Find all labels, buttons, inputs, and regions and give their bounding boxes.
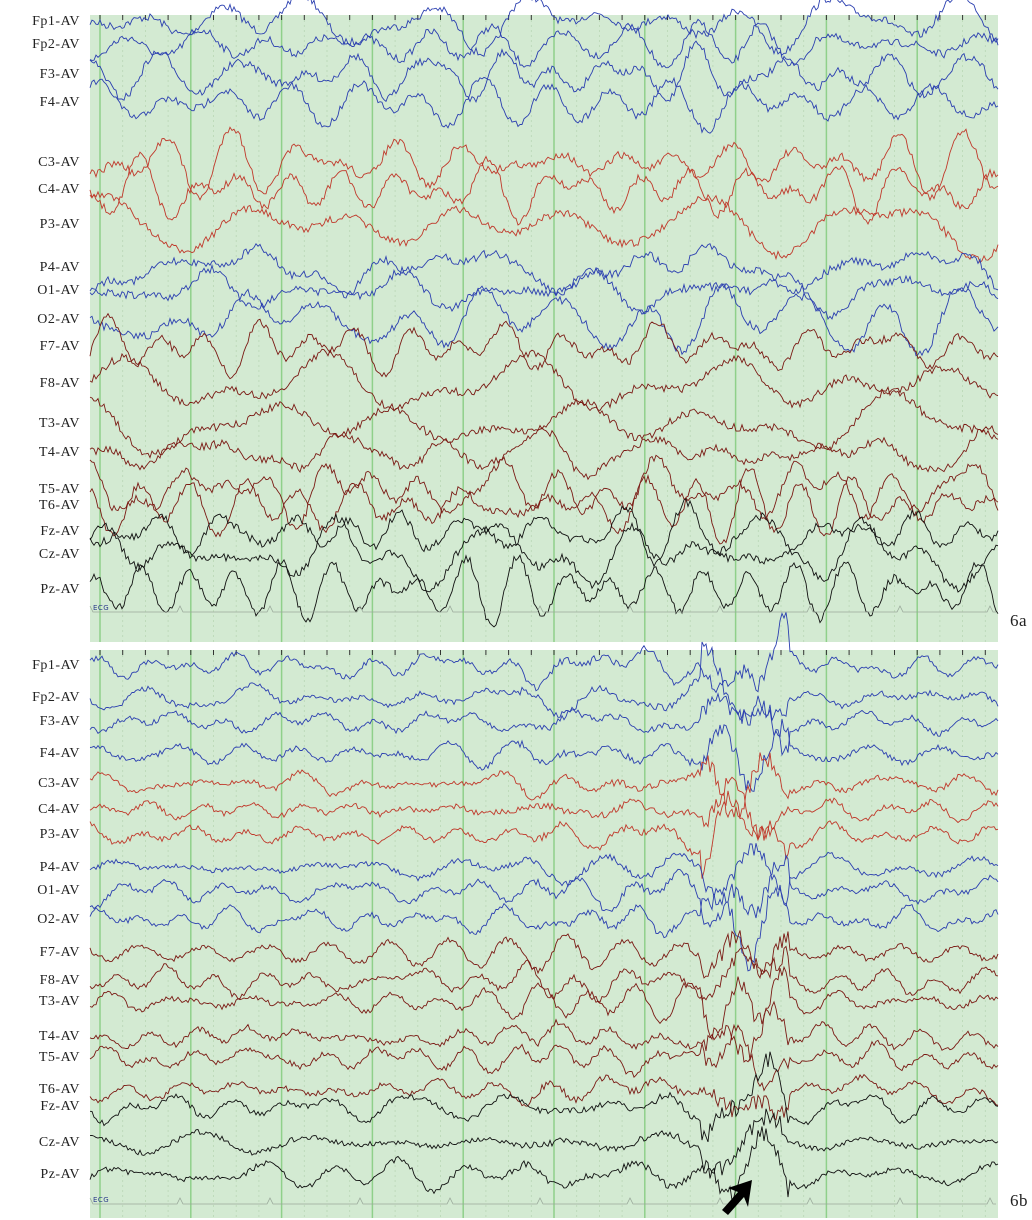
channel-label: T5-AV — [39, 482, 80, 497]
eeg-trace — [89, 776, 999, 841]
channel-label: T3-AV — [39, 416, 80, 431]
eeg-trace — [89, 1000, 999, 1063]
channel-label: P3-AV — [40, 827, 80, 842]
eeg-trace — [89, 554, 999, 628]
eeg-trace — [89, 1126, 999, 1202]
eeg-trace — [89, 612, 999, 694]
eeg-trace — [89, 76, 999, 134]
channel-label: O1-AV — [37, 283, 80, 298]
channel-label: Fp2-AV — [32, 37, 80, 52]
eeg-trace — [89, 126, 999, 202]
eeg-trace — [89, 151, 999, 226]
eeg-trace — [89, 18, 999, 69]
eeg-trace — [89, 498, 999, 568]
channel-label: Cz-AV — [39, 547, 80, 562]
panel-label: 6a — [1010, 611, 1027, 630]
channel-label: Pz-AV — [40, 582, 80, 597]
arrow — [722, 1180, 752, 1215]
eeg-trace — [89, 243, 999, 299]
channel-label: O2-AV — [37, 912, 80, 927]
ecg-label: ECG — [93, 1196, 109, 1204]
channel-label: F3-AV — [40, 67, 80, 82]
eeg-trace — [89, 467, 999, 545]
channel-label: F4-AV — [40, 95, 80, 110]
eeg-trace — [89, 692, 999, 757]
eeg-trace — [89, 854, 999, 928]
eeg-trace — [89, 965, 999, 1041]
eeg-trace — [89, 641, 999, 726]
eeg-trace — [89, 930, 999, 979]
channel-label: T3-AV — [39, 994, 80, 1009]
channel-label: O2-AV — [37, 312, 80, 327]
channel-label: Cz-AV — [39, 1135, 80, 1150]
eeg-trace — [89, 843, 999, 907]
eeg-trace — [89, 1108, 999, 1176]
panel-label: 6b — [1010, 1191, 1028, 1210]
ecg-label: ECG — [93, 604, 109, 612]
ecg-trace — [89, 1197, 996, 1205]
channel-label: T5-AV — [39, 1050, 80, 1065]
channel-label: Fp2-AV — [32, 690, 80, 705]
eeg-trace — [89, 312, 999, 380]
channel-label: Fz-AV — [40, 1099, 80, 1114]
channel-label: Pz-AV — [40, 1167, 80, 1182]
eeg-trace — [89, 425, 999, 481]
channel-label: F3-AV — [40, 714, 80, 729]
channel-label: Fp1-AV — [32, 14, 80, 29]
channel-label: Fp1-AV — [32, 658, 80, 673]
eeg-trace — [89, 790, 999, 879]
eeg-trace — [89, 386, 999, 459]
channel-label: O1-AV — [37, 883, 80, 898]
channel-label: F7-AV — [40, 339, 80, 354]
channel-label: P4-AV — [40, 260, 80, 275]
eeg-trace — [89, 1051, 999, 1143]
channel-label: T6-AV — [39, 1082, 80, 1097]
channel-label: C3-AV — [38, 776, 80, 791]
channel-label: C4-AV — [38, 182, 80, 197]
panel-background — [90, 650, 998, 1218]
channel-label: F8-AV — [40, 376, 80, 391]
eeg-trace — [89, 282, 999, 357]
eeg-trace — [89, 752, 999, 819]
channel-label: C3-AV — [38, 155, 80, 170]
eeg-trace — [89, 513, 999, 593]
channel-label: T6-AV — [39, 498, 80, 513]
channel-label: T4-AV — [39, 1029, 80, 1044]
eeg-panel: Fp1-AV Fp2-AV F3-AV F4-AV C3-AV C4-AV P3-AV P4-… — [32, 612, 1028, 1218]
eeg-trace — [89, 0, 999, 57]
eeg-trace — [89, 190, 999, 264]
channel-label: P4-AV — [40, 860, 80, 875]
channel-label: C4-AV — [38, 802, 80, 817]
channel-label: F7-AV — [40, 945, 80, 960]
channel-label: P3-AV — [40, 217, 80, 232]
channel-label: F8-AV — [40, 973, 80, 988]
panel-background — [90, 15, 998, 642]
channel-label: Fz-AV — [40, 524, 80, 539]
ecg-trace — [89, 605, 996, 613]
eeg-panel: Fp1-AV Fp2-AV F3-AV F4-AV C3-AV C4-AV P3-AV P4-… — [32, 0, 1027, 642]
eeg-trace — [89, 718, 999, 792]
channel-label: F4-AV — [40, 746, 80, 761]
channel-label: T4-AV — [39, 445, 80, 460]
eeg-trace — [89, 1023, 999, 1092]
eeg-trace — [89, 884, 999, 972]
eeg-trace — [89, 263, 999, 321]
eeg-trace — [89, 348, 999, 412]
eeg-trace — [89, 454, 999, 531]
eeg-trace — [89, 40, 999, 104]
eeg-trace — [89, 1073, 999, 1121]
